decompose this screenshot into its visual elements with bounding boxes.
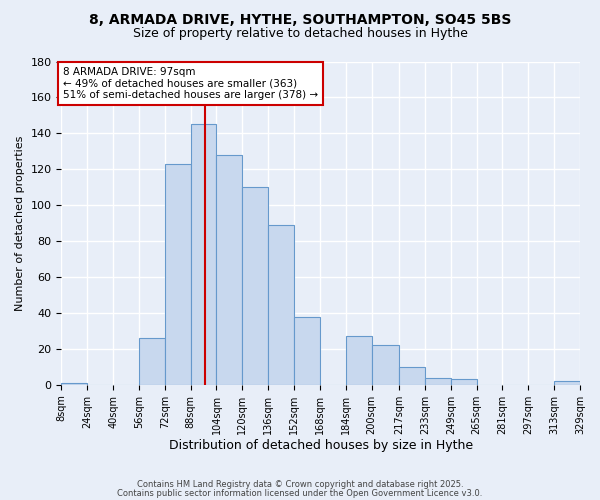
Bar [346, 336, 371, 385]
Bar [451, 380, 476, 385]
Bar [399, 367, 425, 385]
Bar [217, 155, 242, 385]
Text: 8, ARMADA DRIVE, HYTHE, SOUTHAMPTON, SO45 5BS: 8, ARMADA DRIVE, HYTHE, SOUTHAMPTON, SO4… [89, 12, 511, 26]
Bar [61, 383, 87, 385]
Bar [554, 382, 580, 385]
Bar [191, 124, 217, 385]
Bar [371, 346, 399, 385]
Bar [139, 338, 165, 385]
Text: Contains public sector information licensed under the Open Government Licence v3: Contains public sector information licen… [118, 488, 482, 498]
Bar [425, 378, 451, 385]
Bar [268, 225, 294, 385]
Text: 8 ARMADA DRIVE: 97sqm
← 49% of detached houses are smaller (363)
51% of semi-det: 8 ARMADA DRIVE: 97sqm ← 49% of detached … [63, 67, 318, 100]
Y-axis label: Number of detached properties: Number of detached properties [15, 136, 25, 311]
Bar [294, 316, 320, 385]
Bar [165, 164, 191, 385]
Text: Size of property relative to detached houses in Hythe: Size of property relative to detached ho… [133, 28, 467, 40]
Text: Contains HM Land Registry data © Crown copyright and database right 2025.: Contains HM Land Registry data © Crown c… [137, 480, 463, 489]
X-axis label: Distribution of detached houses by size in Hythe: Distribution of detached houses by size … [169, 440, 473, 452]
Bar [242, 187, 268, 385]
